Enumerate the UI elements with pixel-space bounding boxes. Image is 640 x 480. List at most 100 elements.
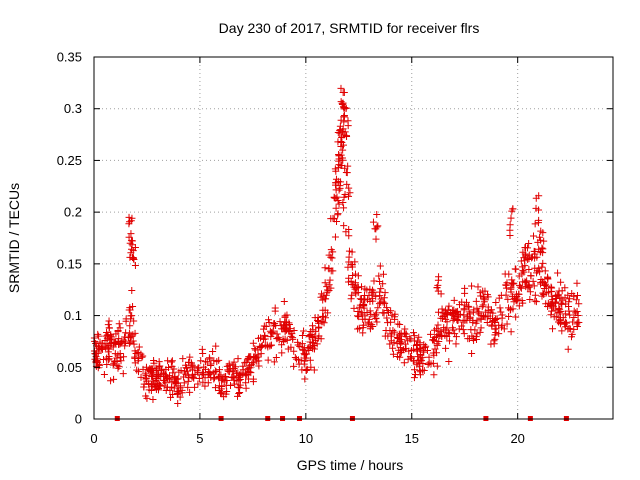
data-point <box>133 366 141 374</box>
data-point <box>217 389 225 397</box>
data-point <box>305 343 313 351</box>
data-point <box>307 331 315 339</box>
data-point <box>574 318 582 326</box>
data-point <box>430 326 438 334</box>
data-point <box>251 345 259 353</box>
data-point <box>435 338 443 345</box>
data-point <box>156 362 164 370</box>
data-point <box>537 276 545 284</box>
data-point <box>364 320 372 328</box>
data-point <box>517 284 525 292</box>
data-point <box>436 332 444 340</box>
data-point <box>176 393 184 401</box>
data-point <box>141 370 149 378</box>
data-point <box>368 289 376 297</box>
data-point <box>363 309 371 317</box>
data-point <box>266 327 274 335</box>
data-point <box>321 279 329 287</box>
data-point <box>537 248 545 256</box>
data-point <box>102 344 110 352</box>
data-point <box>335 155 343 163</box>
data-point <box>531 220 539 228</box>
data-point <box>347 295 355 303</box>
data-point <box>248 361 256 369</box>
data-point <box>251 346 259 354</box>
data-point <box>147 387 155 395</box>
data-point <box>566 295 574 303</box>
data-point <box>339 156 347 164</box>
data-point <box>468 282 476 290</box>
data-point <box>170 365 178 373</box>
grid-lines <box>94 57 613 419</box>
data-point <box>518 296 526 304</box>
data-point <box>549 325 557 333</box>
data-point <box>195 374 203 382</box>
data-point <box>430 371 438 379</box>
data-point <box>476 328 484 336</box>
data-point <box>116 324 124 332</box>
data-point <box>332 175 340 183</box>
data-point <box>556 308 564 316</box>
data-point <box>264 356 272 364</box>
data-point <box>184 377 192 385</box>
data-point <box>389 326 397 334</box>
data-point <box>184 383 192 391</box>
axis-ticks: 0 0.05 0.1 0.15 0.2 0.25 0.3 0.35 0 5 10 15 20 <box>57 50 613 446</box>
y-tick-label: 0 <box>75 412 82 427</box>
data-point <box>353 284 361 292</box>
data-point <box>336 126 344 134</box>
data-point <box>369 323 377 331</box>
data-point <box>552 291 560 299</box>
data-point <box>235 374 243 382</box>
data-point <box>289 334 297 342</box>
data-point <box>126 218 134 226</box>
data-point <box>445 357 453 365</box>
data-point <box>570 325 578 333</box>
data-point <box>245 353 253 361</box>
data-point <box>481 296 489 304</box>
data-point <box>174 389 182 397</box>
data-point <box>526 295 534 303</box>
data-point <box>390 313 398 321</box>
data-point <box>270 358 278 366</box>
data-point <box>394 320 402 328</box>
data-point <box>320 319 328 327</box>
data-point <box>530 282 538 290</box>
data-point <box>386 340 394 348</box>
data-point <box>185 358 193 366</box>
data-point <box>286 328 294 336</box>
data-point <box>359 301 367 309</box>
data-point <box>557 319 565 327</box>
data-point <box>340 118 348 126</box>
data-point <box>340 88 348 96</box>
data-point <box>511 294 519 302</box>
data-point <box>145 366 153 374</box>
data-point <box>312 336 320 344</box>
data-point <box>538 263 546 271</box>
y-tick-label: 0.3 <box>64 101 82 116</box>
data-point <box>461 289 469 297</box>
data-point <box>280 321 288 329</box>
data-point <box>303 350 311 358</box>
data-point <box>417 357 425 365</box>
data-point <box>301 357 309 365</box>
data-point <box>395 346 403 354</box>
data-point <box>291 353 299 361</box>
data-point <box>396 320 404 328</box>
data-point <box>235 384 243 392</box>
data-point <box>536 268 544 276</box>
data-point <box>131 261 139 269</box>
data-point <box>107 331 115 339</box>
data-point <box>230 376 238 384</box>
data-point <box>407 354 415 362</box>
data-point <box>130 317 138 325</box>
data-point <box>346 189 354 197</box>
data-point <box>473 317 481 325</box>
data-point <box>142 375 150 383</box>
data-point <box>188 361 196 369</box>
data-point <box>189 373 197 381</box>
data-point <box>198 371 206 379</box>
data-point <box>217 385 225 393</box>
data-point <box>506 232 514 240</box>
data-point <box>473 330 481 338</box>
